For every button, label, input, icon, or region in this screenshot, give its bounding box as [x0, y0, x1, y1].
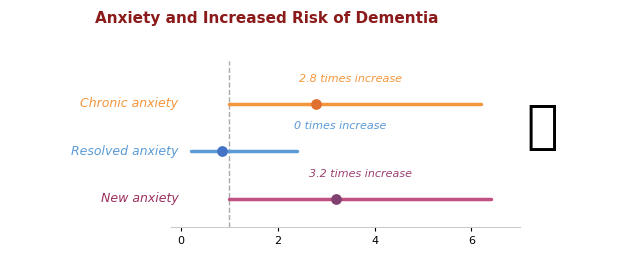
Point	[311, 101, 321, 106]
Text: 🧠: 🧠	[526, 101, 558, 153]
Text: Resolved anxiety: Resolved anxiety	[71, 145, 178, 158]
Text: 3.2 times increase: 3.2 times increase	[309, 169, 411, 179]
Text: New anxiety: New anxiety	[101, 192, 178, 205]
Text: Chronic anxiety: Chronic anxiety	[81, 97, 178, 110]
Text: 2.8 times increase: 2.8 times increase	[299, 74, 402, 84]
Point	[217, 149, 227, 153]
Text: © Journal of the American Geriatrics Society: © Journal of the American Geriatrics Soc…	[6, 260, 251, 270]
Point	[331, 196, 341, 201]
Text: Anxiety and Increased Risk of Dementia: Anxiety and Increased Risk of Dementia	[94, 11, 438, 26]
Text: 0 times increase: 0 times increase	[295, 121, 387, 131]
